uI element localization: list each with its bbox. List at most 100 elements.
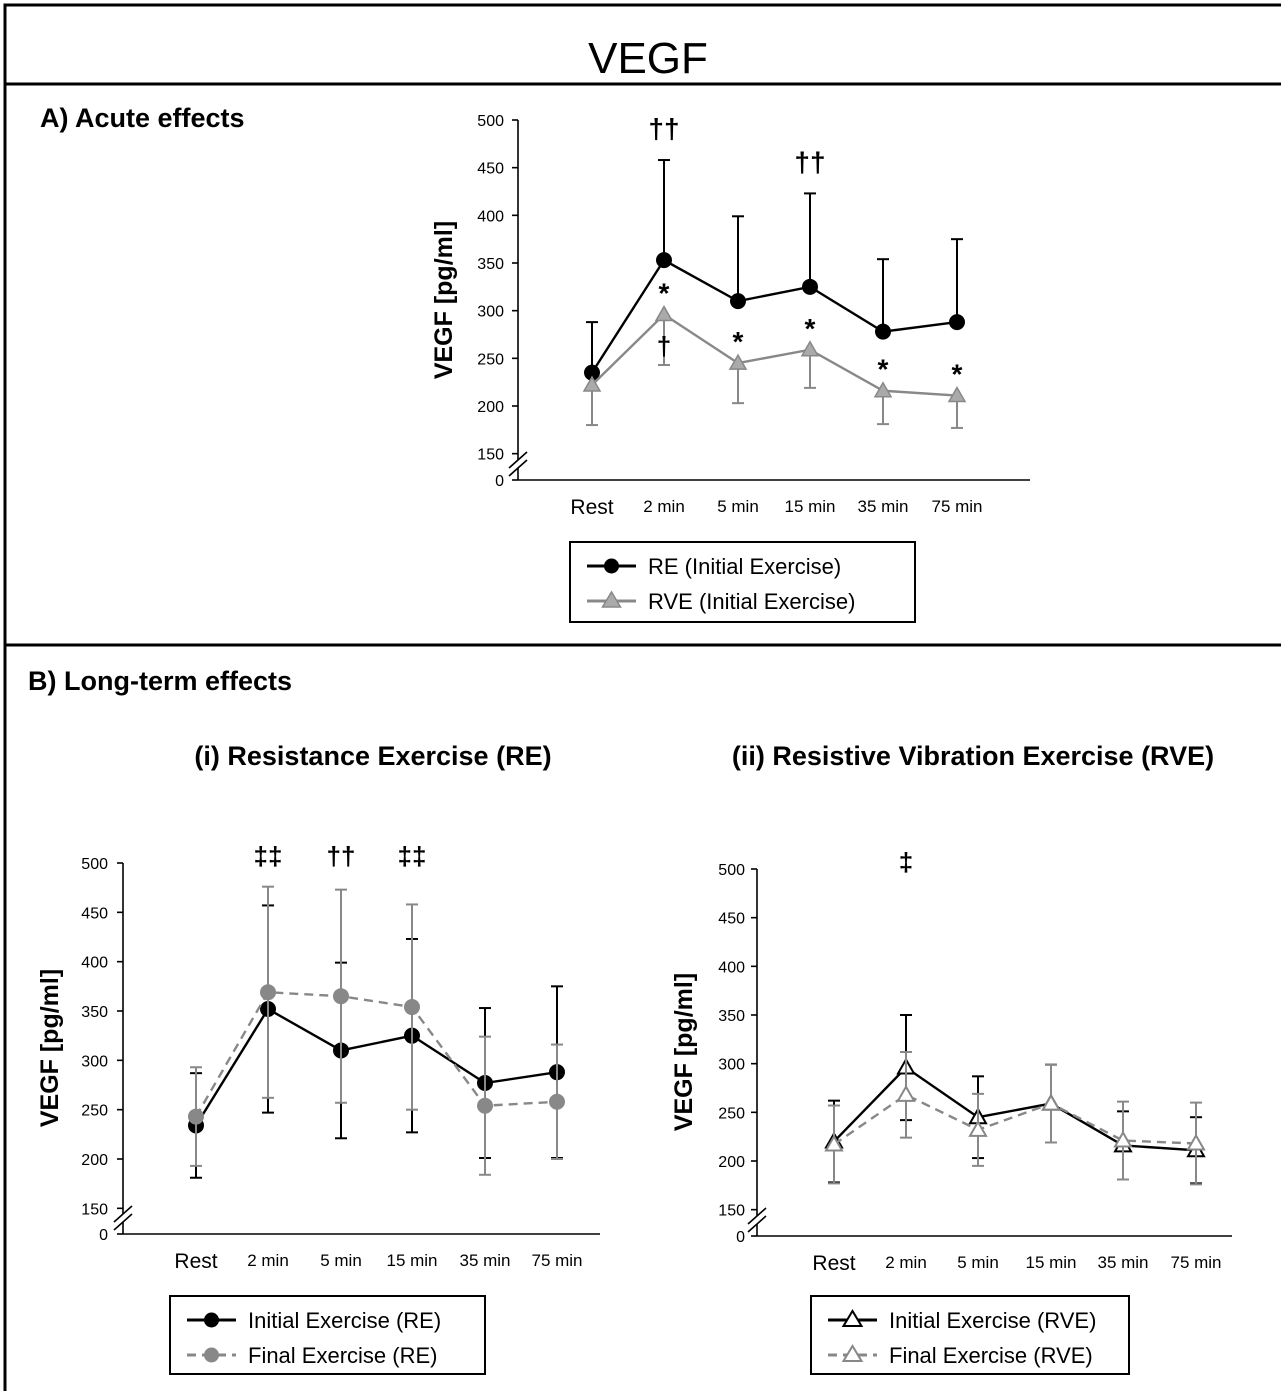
x-tick-label: 15 min bbox=[386, 1251, 437, 1270]
legend-label: Initial Exercise (RVE) bbox=[889, 1308, 1096, 1333]
x-tick-label: 2 min bbox=[643, 497, 685, 516]
x-tick-label: 75 min bbox=[531, 1251, 582, 1270]
y-tick-label: 0 bbox=[99, 1227, 108, 1244]
data-point bbox=[656, 252, 672, 269]
data-point bbox=[1186, 1133, 1206, 1151]
legend-label: RVE (Initial Exercise) bbox=[648, 589, 855, 614]
data-point bbox=[188, 1108, 204, 1125]
y-tick-label: 500 bbox=[81, 856, 108, 873]
y-tick-label: 300 bbox=[718, 1057, 745, 1074]
axis-break-mark bbox=[747, 1215, 767, 1233]
data-point bbox=[728, 353, 748, 370]
x-tick-label: 35 min bbox=[1097, 1253, 1148, 1272]
axis-break-mark bbox=[508, 451, 528, 469]
series-line bbox=[833, 1093, 1197, 1146]
legend-marker bbox=[604, 558, 619, 574]
data-point bbox=[802, 278, 818, 295]
significance-marker: * bbox=[878, 354, 889, 385]
y-tick-label: 150 bbox=[477, 447, 504, 464]
data-point bbox=[654, 304, 674, 322]
series-line bbox=[590, 258, 958, 374]
y-tick-label: 200 bbox=[477, 399, 504, 416]
x-tick-label: 75 min bbox=[1170, 1253, 1221, 1272]
legend-label: Initial Exercise (RE) bbox=[248, 1308, 441, 1333]
x-tick-label: Rest bbox=[174, 1250, 217, 1273]
legend-marker bbox=[204, 1312, 219, 1328]
legend-label: Final Exercise (RE) bbox=[248, 1343, 437, 1368]
y-tick-label: 250 bbox=[81, 1103, 108, 1120]
y-tick-label: 400 bbox=[81, 955, 108, 972]
x-tick-label: 5 min bbox=[957, 1253, 999, 1272]
y-tick-label: 300 bbox=[81, 1053, 108, 1070]
legend-marker bbox=[601, 590, 622, 608]
y-tick-label: 0 bbox=[736, 1229, 745, 1246]
significance-marker: * bbox=[952, 359, 963, 390]
x-tick-label: 35 min bbox=[857, 497, 908, 516]
x-tick-label: 15 min bbox=[784, 497, 835, 516]
significance-marker: * bbox=[733, 326, 744, 357]
axis-break-mark bbox=[113, 1213, 133, 1231]
x-tick-label: Rest bbox=[570, 496, 613, 519]
y-tick-label: 350 bbox=[81, 1004, 108, 1021]
x-tick-label: 5 min bbox=[717, 497, 759, 516]
chart-resistance-exercise: 0 150 200 250 300 350 400 450 500 Rest 2 min 5 min 1… bbox=[36, 841, 600, 1375]
x-tick-label: 75 min bbox=[931, 497, 982, 516]
data-point bbox=[875, 323, 891, 340]
data-point bbox=[549, 1093, 565, 1110]
data-point bbox=[1041, 1093, 1061, 1111]
y-tick-label: 0 bbox=[495, 473, 504, 490]
panel-b-title: B) Long-term effects bbox=[28, 666, 292, 696]
series-line bbox=[591, 312, 958, 397]
series-line bbox=[833, 1065, 1197, 1152]
y-tick-label: 350 bbox=[477, 256, 504, 273]
x-tick-label: 5 min bbox=[320, 1251, 362, 1270]
y-tick-label: 250 bbox=[718, 1105, 745, 1122]
y-tick-label: 450 bbox=[718, 911, 745, 928]
data-point bbox=[947, 386, 967, 403]
significance-marker: ‡‡ bbox=[398, 841, 427, 871]
panel-b2-subtitle: (ii) Resistive Vibration Exercise (RVE) bbox=[732, 741, 1214, 771]
significance-marker: * bbox=[805, 313, 816, 344]
data-point bbox=[477, 1097, 493, 1114]
axis-break-mark bbox=[747, 1207, 767, 1225]
data-point bbox=[582, 375, 602, 392]
legend-label: RE (Initial Exercise) bbox=[648, 554, 841, 579]
data-point bbox=[1113, 1130, 1133, 1148]
legend-marker bbox=[841, 1309, 864, 1327]
y-tick-label: 400 bbox=[718, 959, 745, 976]
data-point bbox=[873, 381, 893, 398]
data-point bbox=[949, 314, 965, 331]
y-tick-label: 150 bbox=[718, 1203, 745, 1220]
y-tick-label: 250 bbox=[477, 351, 504, 368]
panel-a-title: A) Acute effects bbox=[40, 103, 245, 133]
x-tick-label: 35 min bbox=[459, 1251, 510, 1270]
significance-marker: †† bbox=[327, 841, 356, 871]
legend-label: Final Exercise (RVE) bbox=[889, 1343, 1093, 1368]
data-point bbox=[896, 1084, 916, 1102]
chart-acute: 0 150 200 250 300 350 400 450 500 Rest 2 min 5 min 1… bbox=[430, 113, 1030, 623]
data-point bbox=[800, 340, 820, 357]
y-tick-label: 200 bbox=[81, 1152, 108, 1169]
significance-marker: †† bbox=[648, 113, 679, 144]
axis-break-mark bbox=[508, 459, 528, 477]
data-point bbox=[333, 988, 349, 1005]
axis-break-mark bbox=[113, 1205, 133, 1223]
y-axis-label: VEGF [pg/ml] bbox=[430, 221, 458, 379]
y-tick-label: 300 bbox=[477, 304, 504, 321]
significance-marker: †† bbox=[794, 146, 825, 177]
y-tick-label: 500 bbox=[477, 113, 504, 130]
y-tick-label: 350 bbox=[718, 1008, 745, 1025]
significance-marker: † bbox=[657, 331, 671, 361]
chart-resistive-vibration-exercise: 0 150 200 250 300 350 400 450 500 Rest 2 min 5 min 1… bbox=[670, 847, 1232, 1375]
data-point bbox=[824, 1134, 844, 1152]
x-tick-label: 15 min bbox=[1025, 1253, 1076, 1272]
y-tick-label: 500 bbox=[718, 862, 745, 879]
data-point bbox=[404, 999, 420, 1016]
data-point bbox=[730, 293, 746, 310]
data-point bbox=[260, 984, 276, 1001]
y-tick-label: 150 bbox=[81, 1201, 108, 1218]
significance-marker: ‡‡ bbox=[254, 841, 283, 871]
legend-box bbox=[169, 1295, 486, 1375]
y-tick-label: 200 bbox=[718, 1154, 745, 1171]
